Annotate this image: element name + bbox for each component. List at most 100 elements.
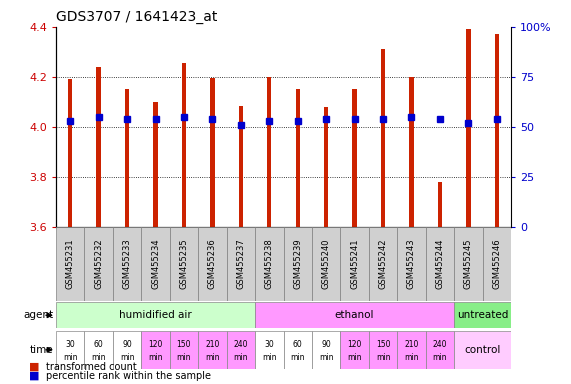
Text: 240: 240 <box>433 340 447 349</box>
FancyBboxPatch shape <box>85 227 113 301</box>
FancyBboxPatch shape <box>227 227 255 301</box>
Text: min: min <box>291 353 305 362</box>
Text: min: min <box>376 353 391 362</box>
Bar <box>68 79 73 227</box>
Text: min: min <box>319 353 333 362</box>
Text: 210: 210 <box>404 340 419 349</box>
Bar <box>154 102 158 227</box>
Text: 120: 120 <box>347 340 362 349</box>
FancyBboxPatch shape <box>454 227 482 301</box>
Text: GSM455242: GSM455242 <box>379 239 388 289</box>
Text: GSM455235: GSM455235 <box>179 239 188 289</box>
Bar <box>409 77 413 227</box>
Text: GSM455243: GSM455243 <box>407 239 416 289</box>
FancyBboxPatch shape <box>255 302 454 328</box>
Bar <box>438 182 442 227</box>
Text: min: min <box>205 353 220 362</box>
FancyBboxPatch shape <box>113 227 141 301</box>
FancyBboxPatch shape <box>454 331 511 369</box>
Text: GSM455240: GSM455240 <box>321 239 331 289</box>
Bar <box>296 89 300 227</box>
FancyBboxPatch shape <box>284 331 312 369</box>
Text: GSM455241: GSM455241 <box>350 239 359 289</box>
Text: GSM455231: GSM455231 <box>66 239 75 289</box>
Text: min: min <box>234 353 248 362</box>
Text: GSM455239: GSM455239 <box>293 239 302 289</box>
Text: min: min <box>63 353 78 362</box>
Text: min: min <box>433 353 447 362</box>
Text: min: min <box>262 353 276 362</box>
Text: GSM455234: GSM455234 <box>151 239 160 289</box>
Text: min: min <box>347 353 362 362</box>
Bar <box>494 35 499 227</box>
Text: 30: 30 <box>264 340 274 349</box>
Text: humidified air: humidified air <box>119 310 192 320</box>
Text: ethanol: ethanol <box>335 310 375 320</box>
Text: control: control <box>464 345 501 355</box>
FancyBboxPatch shape <box>255 227 284 301</box>
FancyBboxPatch shape <box>312 331 340 369</box>
FancyBboxPatch shape <box>198 331 227 369</box>
Text: 150: 150 <box>176 340 191 349</box>
Bar <box>324 107 328 227</box>
Text: min: min <box>91 353 106 362</box>
Text: min: min <box>404 353 419 362</box>
FancyBboxPatch shape <box>56 227 85 301</box>
Text: transformed count: transformed count <box>46 362 136 372</box>
FancyBboxPatch shape <box>340 331 369 369</box>
FancyBboxPatch shape <box>312 227 340 301</box>
Bar <box>96 67 100 227</box>
Bar <box>381 50 385 227</box>
FancyBboxPatch shape <box>141 331 170 369</box>
FancyBboxPatch shape <box>56 302 255 328</box>
Text: percentile rank within the sample: percentile rank within the sample <box>46 371 211 381</box>
Text: GSM455245: GSM455245 <box>464 239 473 289</box>
FancyBboxPatch shape <box>369 227 397 301</box>
FancyBboxPatch shape <box>198 227 227 301</box>
Text: 240: 240 <box>234 340 248 349</box>
FancyBboxPatch shape <box>227 331 255 369</box>
Text: GSM455233: GSM455233 <box>123 238 131 290</box>
Text: GSM455237: GSM455237 <box>236 238 246 290</box>
Bar <box>125 89 129 227</box>
FancyBboxPatch shape <box>426 227 454 301</box>
Bar <box>467 30 471 227</box>
FancyBboxPatch shape <box>369 331 397 369</box>
FancyBboxPatch shape <box>454 302 511 328</box>
Bar <box>210 78 215 227</box>
FancyBboxPatch shape <box>340 227 369 301</box>
Text: 120: 120 <box>148 340 163 349</box>
FancyBboxPatch shape <box>85 331 113 369</box>
Bar <box>239 106 243 227</box>
Text: 30: 30 <box>65 340 75 349</box>
Text: 210: 210 <box>205 340 220 349</box>
Text: GSM455238: GSM455238 <box>265 238 274 290</box>
Text: min: min <box>148 353 163 362</box>
FancyBboxPatch shape <box>397 331 426 369</box>
Text: ■: ■ <box>29 362 39 372</box>
FancyBboxPatch shape <box>255 331 284 369</box>
Text: min: min <box>120 353 134 362</box>
Bar <box>352 89 357 227</box>
FancyBboxPatch shape <box>482 227 511 301</box>
FancyBboxPatch shape <box>56 331 85 369</box>
Bar <box>267 77 271 227</box>
Text: GSM455246: GSM455246 <box>492 239 501 289</box>
FancyBboxPatch shape <box>397 227 426 301</box>
FancyBboxPatch shape <box>141 227 170 301</box>
Text: GSM455232: GSM455232 <box>94 239 103 289</box>
Text: 60: 60 <box>293 340 303 349</box>
FancyBboxPatch shape <box>284 227 312 301</box>
Text: untreated: untreated <box>457 310 508 320</box>
Text: 90: 90 <box>122 340 132 349</box>
Text: 90: 90 <box>321 340 331 349</box>
FancyBboxPatch shape <box>170 331 198 369</box>
Text: agent: agent <box>23 310 53 320</box>
Text: GSM455236: GSM455236 <box>208 238 217 290</box>
Text: GDS3707 / 1641423_at: GDS3707 / 1641423_at <box>56 10 218 25</box>
Bar <box>182 63 186 227</box>
Text: time: time <box>30 345 53 355</box>
FancyBboxPatch shape <box>426 331 454 369</box>
Text: GSM455244: GSM455244 <box>436 239 444 289</box>
Text: min: min <box>176 353 191 362</box>
